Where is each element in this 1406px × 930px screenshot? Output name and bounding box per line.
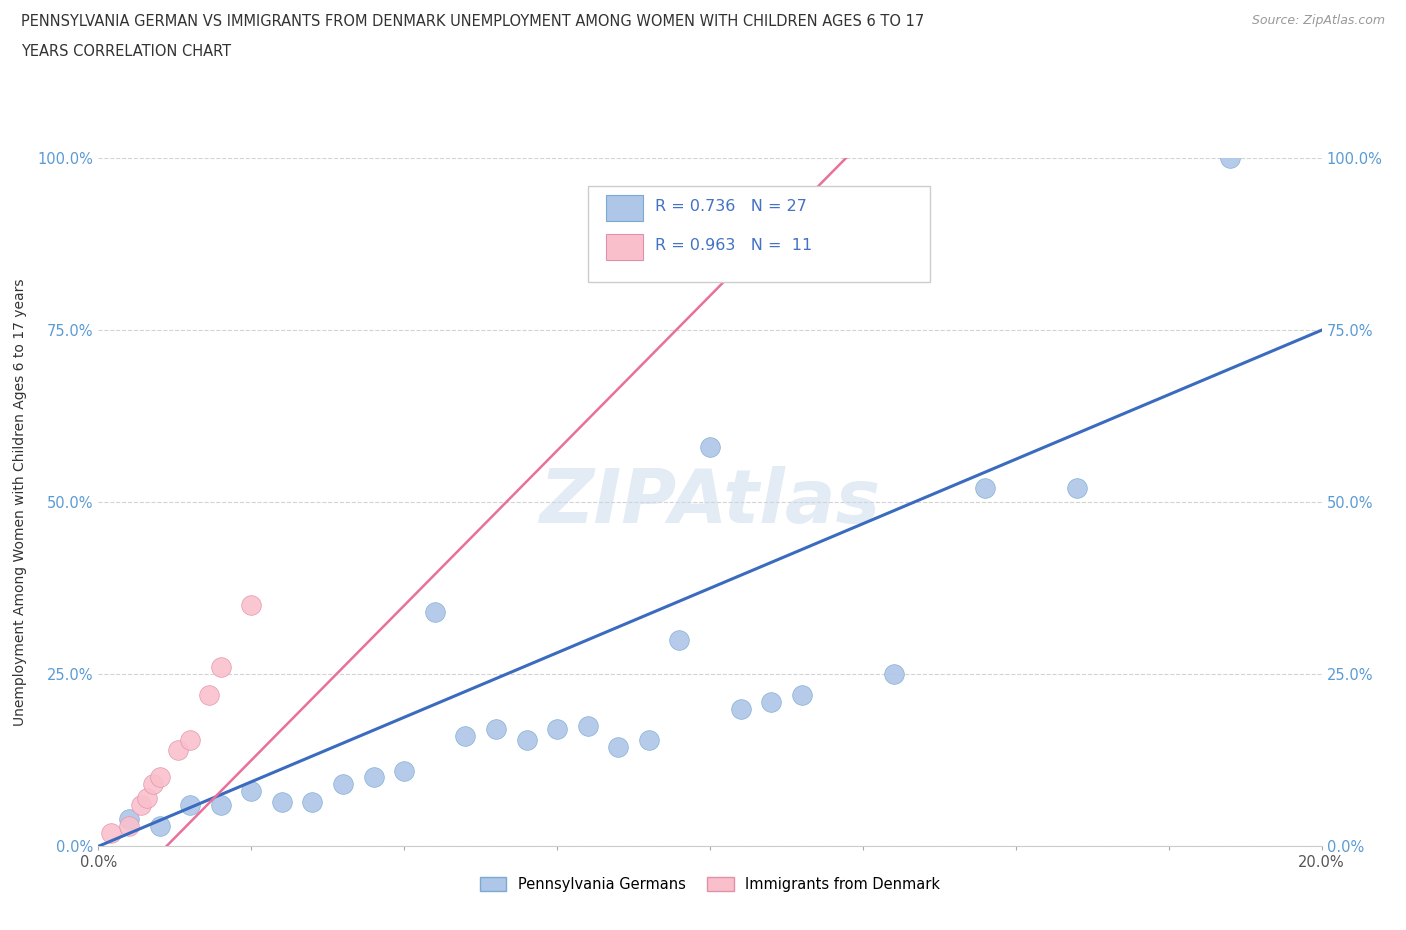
Point [301,794,323,809]
Point [668,632,690,647]
Text: ZIPAtlas: ZIPAtlas [540,466,880,538]
Point [118,811,141,826]
Y-axis label: Unemployment Among Women with Children Ages 6 to 17 years: Unemployment Among Women with Children A… [13,278,27,726]
Point [179,732,201,747]
Point [332,777,354,791]
Point [209,660,232,675]
Point [485,722,508,737]
Text: Source: ZipAtlas.com: Source: ZipAtlas.com [1251,14,1385,27]
Point [197,687,219,702]
Point [363,770,385,785]
Point [637,732,661,747]
Point [179,798,201,813]
Point [1066,481,1088,496]
Text: R = 0.736   N = 27: R = 0.736 N = 27 [655,199,807,215]
Point [149,770,172,785]
Point [883,667,905,682]
Point [790,687,813,702]
Point [423,604,446,619]
Point [100,825,122,840]
Point [392,764,416,778]
Text: YEARS CORRELATION CHART: YEARS CORRELATION CHART [21,44,231,59]
Point [699,440,721,455]
Point [1219,151,1241,166]
Point [546,722,568,737]
Point [759,695,782,710]
Bar [606,233,643,260]
Point [730,701,752,716]
Point [167,742,190,757]
Point [209,798,232,813]
Point [576,719,599,734]
Legend: Pennsylvania Germans, Immigrants from Denmark: Pennsylvania Germans, Immigrants from De… [474,870,946,897]
Point [607,739,630,754]
Point [149,818,172,833]
Bar [606,195,643,221]
Point [270,794,292,809]
FancyBboxPatch shape [588,186,931,282]
Point [454,729,477,744]
Point [142,777,165,791]
Point [974,481,997,496]
Point [516,732,538,747]
Point [118,818,141,833]
Point [240,784,263,799]
Point [136,790,159,805]
Text: R = 0.963   N =  11: R = 0.963 N = 11 [655,238,813,253]
Text: PENNSYLVANIA GERMAN VS IMMIGRANTS FROM DENMARK UNEMPLOYMENT AMONG WOMEN WITH CHI: PENNSYLVANIA GERMAN VS IMMIGRANTS FROM D… [21,14,924,29]
Point [240,598,263,613]
Point [129,798,152,813]
